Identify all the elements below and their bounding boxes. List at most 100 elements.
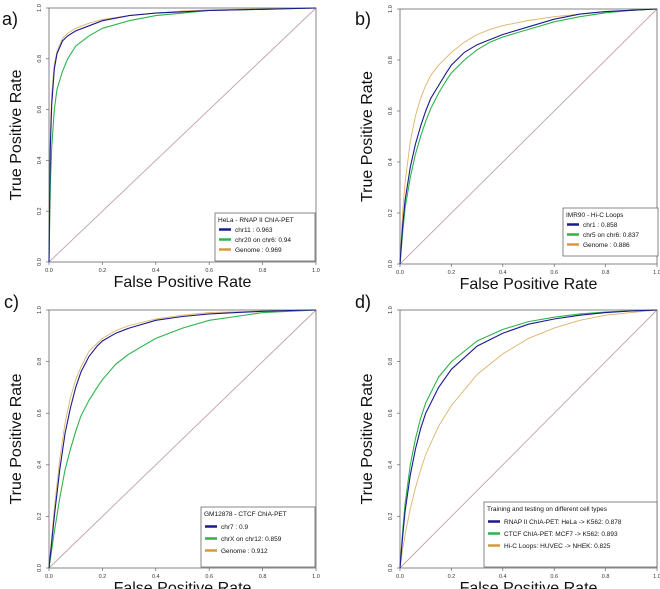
panel-c: c) 0.00.0 0.2 0.2 0.4 0.4 0.6 0.6 0.8 0.8 1.0 1.0 Fa… bbox=[4, 292, 320, 589]
x-tick-label: 0.2 bbox=[448, 270, 456, 276]
legend-entry: chr11 : 0.963 bbox=[235, 227, 273, 234]
x-tick-label: 0.8 bbox=[259, 268, 267, 274]
x-tick-label: 0.0 bbox=[45, 574, 53, 580]
roc-curve-green bbox=[48, 7, 317, 263]
y-tick-label: 1.0 bbox=[37, 4, 43, 12]
x-tick-label: 0.8 bbox=[259, 574, 267, 580]
legend-entry: Hi-C Loops: HUVEC -> NHEK: 0.825 bbox=[504, 543, 611, 550]
y-tick-label: 0.2 bbox=[388, 209, 394, 217]
y-tick-label: 0.8 bbox=[37, 358, 43, 366]
x-tick-label: 0.4 bbox=[152, 574, 160, 580]
x-tick-label: 0.6 bbox=[550, 270, 558, 276]
x-axis-label: False Positive Rate bbox=[460, 276, 598, 293]
y-tick-label: 0.6 bbox=[37, 409, 43, 417]
legend-title: IMR90 - Hi-C Loops bbox=[566, 212, 624, 219]
y-tick-label: 0.2 bbox=[37, 513, 43, 521]
x-tick-label: 0.0 bbox=[45, 268, 53, 274]
roc-curve-blue bbox=[399, 8, 658, 265]
plot-frame bbox=[48, 7, 317, 263]
y-tick-label: 0.6 bbox=[37, 106, 43, 114]
panel-d: d) 0.00.0 0.2 0.2 0.4 0.4 0.6 0.6 0.8 0.8 1.0 1.0 Fa… bbox=[355, 292, 660, 589]
diagonal-reference-line bbox=[48, 309, 317, 569]
legend-box bbox=[562, 207, 659, 257]
roc-curve-green bbox=[48, 309, 317, 569]
x-tick-label: 0.2 bbox=[99, 574, 107, 580]
y-tick-label: 1.0 bbox=[388, 5, 394, 13]
y-tick-label: 0.4 bbox=[37, 461, 43, 469]
x-tick-label: 1.0 bbox=[312, 268, 320, 274]
diagonal-reference-line bbox=[48, 7, 317, 263]
legend-entry: Genome : 0.912 bbox=[221, 548, 268, 555]
legend-box bbox=[200, 506, 316, 568]
x-tick-label: 0.4 bbox=[499, 270, 507, 276]
y-axis-label: True Positive Rate bbox=[8, 373, 25, 504]
x-tick-label: 0.0 bbox=[396, 574, 404, 580]
legend-title: HeLa - RNAP II ChIA-PET bbox=[218, 217, 294, 224]
legend-title: Training and testing on different cell t… bbox=[487, 506, 608, 513]
y-tick-label: 0.0 bbox=[388, 260, 394, 268]
roc-curve-orange bbox=[399, 8, 658, 265]
legend: Training and testing on different cell t… bbox=[483, 501, 658, 568]
panel-label: d) bbox=[355, 292, 371, 312]
legend-entry: chrX on chr12: 0.859 bbox=[221, 536, 282, 543]
legend-entry: CTCF ChIA-PET: MCF7 -> K562: 0.893 bbox=[504, 531, 618, 538]
roc-curve-blue bbox=[48, 309, 317, 569]
y-tick-label: 0.4 bbox=[388, 461, 394, 469]
y-tick-label: 0.6 bbox=[388, 409, 394, 417]
y-tick-label: 0.6 bbox=[388, 107, 394, 115]
y-axis-label: True Positive Rate bbox=[359, 71, 376, 202]
legend-entry: Genome : 0.886 bbox=[583, 242, 630, 249]
plot-frame bbox=[399, 309, 658, 569]
x-axis-label: False Positive Rate bbox=[114, 274, 252, 291]
plot-frame bbox=[399, 8, 658, 265]
legend: IMR90 - Hi-C Loops chr1 : 0.858 chr5 on ch… bbox=[562, 207, 659, 257]
y-tick-label: 0.8 bbox=[388, 358, 394, 366]
roc-curve-orange bbox=[48, 7, 317, 263]
diagonal-reference-line bbox=[399, 309, 658, 569]
roc-curve-orange bbox=[399, 309, 658, 569]
y-tick-label: 0.4 bbox=[388, 158, 394, 166]
y-tick-label: 0.8 bbox=[388, 56, 394, 64]
x-axis-label: False Positive Rate bbox=[114, 580, 252, 589]
y-tick-label: 0.0 bbox=[388, 564, 394, 572]
legend-entry: chr1 : 0.858 bbox=[583, 222, 618, 229]
x-tick-label: 1.0 bbox=[653, 574, 660, 580]
panel-label: a) bbox=[2, 9, 18, 29]
panel-b: b) 0.00.0 0.2 0.2 0.4 0.4 0.6 0.6 0.8 0.8 1.0 1.0 Fa… bbox=[355, 5, 660, 293]
x-tick-label: 0.8 bbox=[602, 574, 610, 580]
y-tick-label: 0.4 bbox=[37, 157, 43, 165]
x-axis-label: False Positive Rate bbox=[460, 580, 598, 589]
x-tick-label: 0.6 bbox=[205, 574, 213, 580]
y-tick-label: 1.0 bbox=[37, 306, 43, 314]
legend-entry: chr20 on chr6: 0.94 bbox=[235, 237, 291, 244]
x-tick-label: 0.2 bbox=[99, 268, 107, 274]
legend-entry: Genome : 0.969 bbox=[235, 247, 282, 254]
y-tick-label: 0.2 bbox=[388, 513, 394, 521]
x-tick-label: 0.4 bbox=[499, 574, 507, 580]
y-axis-label: True Positive Rate bbox=[8, 69, 25, 200]
legend: HeLa - RNAP II ChIA-PET chr11 : 0.963 chr2… bbox=[214, 212, 316, 262]
y-tick-label: 0.2 bbox=[37, 207, 43, 215]
y-tick-label: 0.0 bbox=[37, 258, 43, 266]
y-tick-label: 0.8 bbox=[37, 55, 43, 63]
legend-box bbox=[483, 501, 658, 568]
roc-curve-blue bbox=[399, 309, 658, 569]
panel-label: b) bbox=[355, 9, 371, 29]
legend-entry: chr7 : 0.9 bbox=[221, 524, 248, 531]
roc-curve-blue bbox=[48, 7, 317, 263]
plot-frame bbox=[48, 309, 317, 569]
y-tick-label: 0.0 bbox=[37, 564, 43, 572]
y-tick-label: 1.0 bbox=[388, 306, 394, 314]
x-tick-label: 0.2 bbox=[448, 574, 456, 580]
x-tick-label: 0.6 bbox=[205, 268, 213, 274]
diagonal-reference-line bbox=[399, 8, 658, 265]
legend-box bbox=[214, 212, 316, 262]
x-tick-label: 0.8 bbox=[602, 270, 610, 276]
legend-entry: chr5 on chr6: 0.837 bbox=[583, 232, 639, 239]
roc-curve-green bbox=[399, 309, 658, 569]
x-tick-label: 0.0 bbox=[396, 270, 404, 276]
panel-a: a) 0.00.0 0.2 0.2 0.4 0.4 0.6 0.6 0.8 0.8 1.0 1.0 Fa… bbox=[2, 4, 320, 291]
x-tick-label: 0.6 bbox=[550, 574, 558, 580]
legend-title: GM12878 - CTCF ChIA-PET bbox=[204, 511, 287, 518]
